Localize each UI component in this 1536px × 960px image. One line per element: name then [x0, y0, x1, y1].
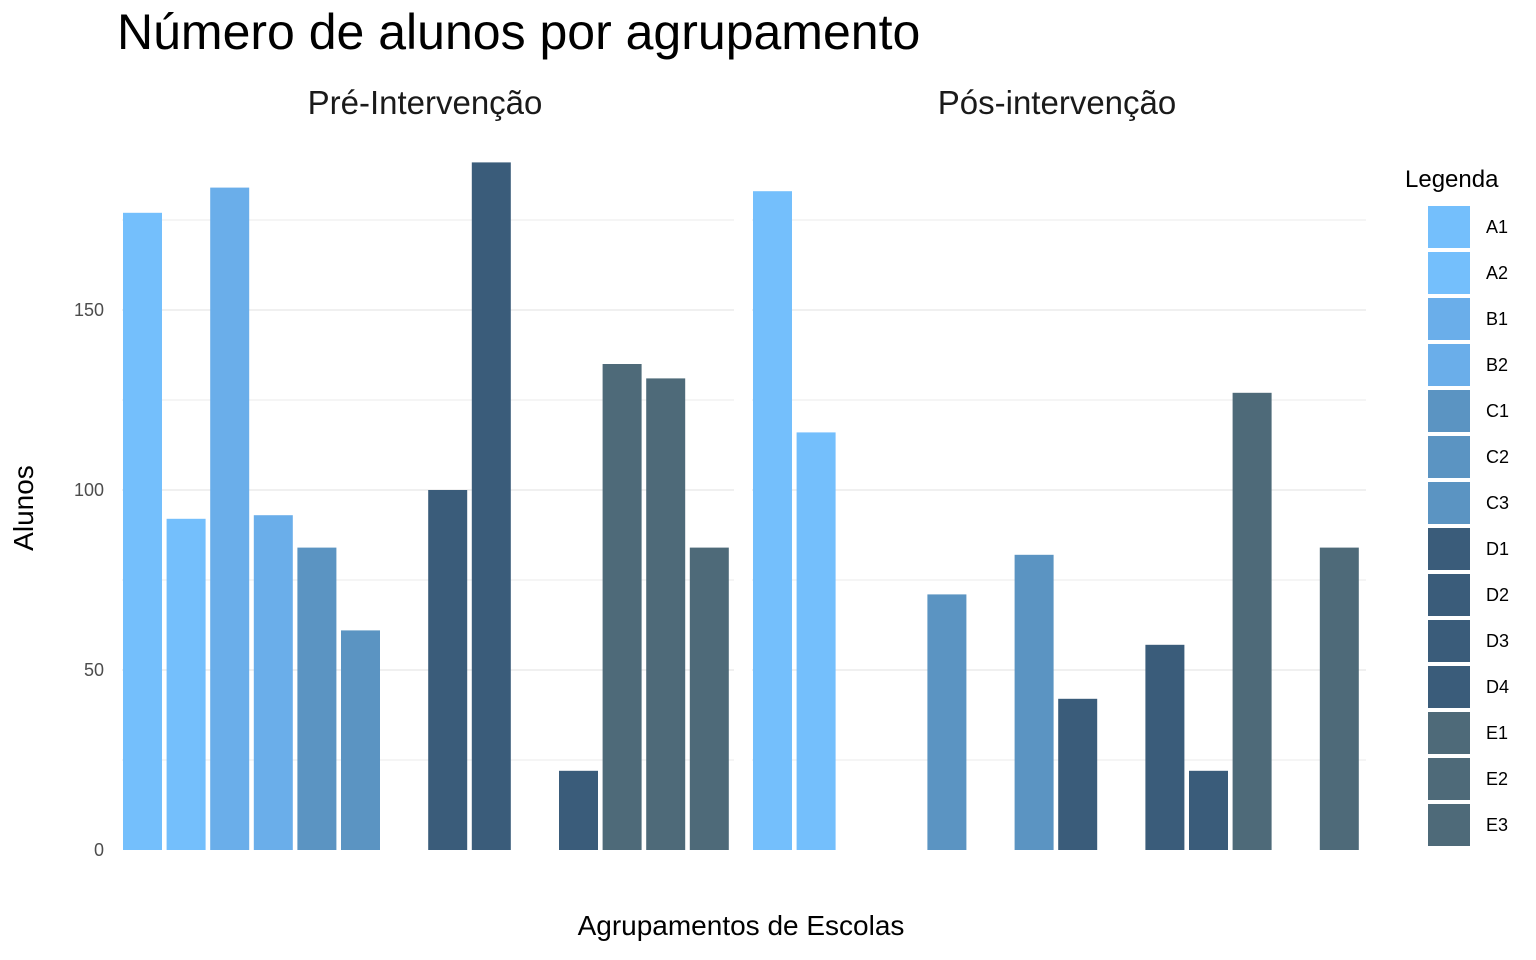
legend-item: C3: [1428, 482, 1536, 526]
y-axis-title: Alunos: [8, 465, 39, 551]
legend-item: D1: [1428, 528, 1536, 572]
y-tick-label: 150: [74, 300, 104, 320]
legend-swatch: [1428, 758, 1470, 800]
legend-item: E3: [1428, 804, 1536, 848]
legend-label: A1: [1486, 217, 1509, 237]
legend-label: E1: [1486, 723, 1509, 743]
legend-swatch: [1428, 712, 1470, 754]
bar-pre-e3: [689, 547, 729, 850]
bar-pos-c1: [927, 594, 967, 850]
bar-pre-d2: [471, 162, 511, 850]
legend-swatch: [1428, 252, 1470, 294]
legend-item: B2: [1428, 344, 1536, 388]
bar-pre-b2: [253, 515, 293, 850]
bar-pre-d4: [559, 770, 598, 850]
y-tick-label: 50: [84, 660, 104, 680]
legend-label: B1: [1486, 309, 1509, 329]
legend-label: C3: [1486, 493, 1510, 513]
legend-label: D1: [1486, 539, 1510, 559]
bar-pos-e1: [1232, 392, 1272, 850]
legend-swatch: [1428, 804, 1470, 846]
bar-pre-d1: [428, 490, 468, 850]
legend-item: A1: [1428, 206, 1536, 250]
bar-pre-e2: [646, 378, 686, 850]
legend-label: E3: [1486, 815, 1509, 835]
bar-pre-c1: [297, 547, 337, 850]
legend-item: D4: [1428, 666, 1536, 710]
bar-pre-e1: [602, 364, 642, 850]
legend-swatch: [1428, 390, 1470, 432]
y-tick-label: 0: [94, 840, 104, 860]
chart-title: Número de alunos por agrupamento: [117, 4, 921, 60]
legend-label: B2: [1486, 355, 1509, 375]
legend-swatch: [1428, 620, 1470, 662]
legend-item: A2: [1428, 252, 1536, 296]
bar-pos-d1: [1058, 698, 1098, 850]
legend-title: Legenda: [1405, 166, 1499, 193]
legend-swatch: [1428, 528, 1470, 570]
panel-title-pre: Pré-Intervenção: [307, 84, 543, 121]
legend-label: A2: [1486, 263, 1509, 283]
legend-swatch: [1428, 298, 1470, 340]
legend-swatch: [1428, 574, 1470, 616]
bar-pre-b1: [210, 187, 250, 851]
legend-label: E2: [1486, 769, 1509, 789]
x-axis-title: Agrupamentos de Escolas: [577, 910, 905, 941]
legend-item: E2: [1428, 758, 1536, 802]
legend-swatch: [1428, 344, 1470, 386]
bar-pos-d4: [1189, 770, 1228, 850]
bar-pre-a2: [166, 518, 206, 850]
bar-pos-e3: [1319, 547, 1359, 850]
legend-label: D3: [1486, 631, 1510, 651]
legend-label: D4: [1486, 677, 1510, 697]
bar-pos-a1: [753, 191, 792, 850]
legend-label: C2: [1486, 447, 1510, 467]
bar-pre-c2: [341, 630, 380, 850]
legend-item: D2: [1428, 574, 1536, 618]
legend-swatch: [1428, 482, 1470, 524]
legend-swatch: [1428, 436, 1470, 478]
legend-label: D2: [1486, 585, 1510, 605]
legend-item: C2: [1428, 436, 1536, 480]
legend-item: E1: [1428, 712, 1536, 756]
bar-pre-a1: [123, 212, 162, 851]
legend-swatch: [1428, 666, 1470, 708]
bar-pos-c3: [1014, 554, 1054, 850]
legend-item: C1: [1428, 390, 1536, 434]
bar-pos-a2: [796, 432, 836, 850]
bar-pos-d3: [1145, 644, 1185, 850]
panel-title-pos: Pós-intervenção: [937, 84, 1177, 121]
legend-swatch: [1428, 206, 1470, 248]
y-tick-label: 100: [74, 480, 104, 500]
legend-item: B1: [1428, 298, 1536, 342]
legend-label: C1: [1486, 401, 1510, 421]
legend-item: D3: [1428, 620, 1536, 664]
